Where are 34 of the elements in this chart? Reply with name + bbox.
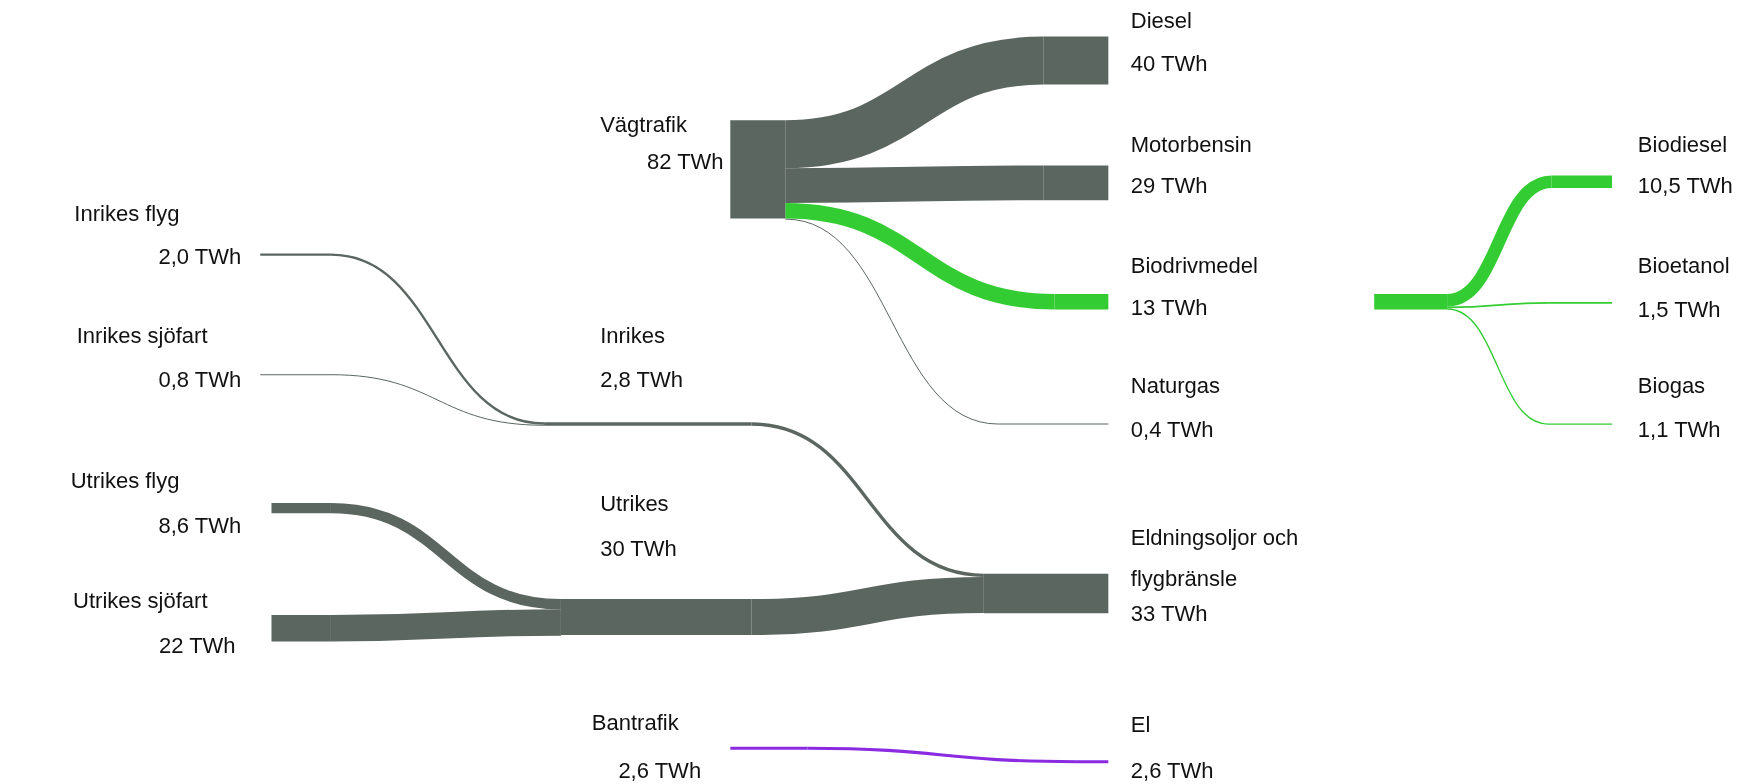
category-label: Bantrafik: [591, 709, 680, 735]
data-label: 2,8 TWh: [600, 367, 683, 393]
data-label: 13 TWh: [1130, 294, 1208, 320]
data-label: 0,8 TWh: [158, 367, 242, 393]
category-label: Biodiesel: [1637, 131, 1728, 157]
data-label: 8,6 TWh: [158, 513, 242, 539]
data-label: 1,1 TWh: [1637, 416, 1721, 442]
category-label: Diesel: [1130, 8, 1192, 34]
category-label: Utrikes flyg: [70, 468, 180, 494]
data-label: 10,5 TWh: [1637, 173, 1733, 199]
data-label: 2,6 TWh: [618, 757, 702, 783]
data-label: 40 TWh: [1130, 51, 1208, 77]
data-label: 0,4 TWh: [1130, 416, 1214, 442]
category-label: Inrikes: [600, 322, 665, 348]
category-label: Motorbensin: [1130, 131, 1252, 157]
category-label: Biogas: [1637, 373, 1706, 399]
category-label: Naturgas: [1130, 373, 1221, 399]
data-label: 22 TWh: [158, 633, 236, 659]
category-label: El: [1130, 711, 1151, 737]
data-label: 2,6 TWh: [1130, 757, 1214, 783]
data-label: 30 TWh: [600, 535, 677, 561]
data-label: 29 TWh: [1130, 173, 1208, 199]
category-label: Vägtrafik: [600, 111, 688, 137]
data-label: 1,5 TWh: [1637, 296, 1721, 322]
category-label: Utrikes sjöfart: [73, 588, 208, 614]
category-label: Bioetanol: [1637, 253, 1730, 279]
category-label: Eldningsoljor och flygbränsle: [1130, 524, 1299, 592]
data-label: 33 TWh: [1130, 600, 1208, 626]
category-label: Inrikes sjöfart: [76, 322, 208, 348]
category-label: Utrikes: [600, 490, 669, 516]
category-label: Biodrivmedel: [1130, 253, 1258, 279]
category-label: Inrikes flyg: [74, 201, 180, 227]
data-label: 2,0 TWh: [158, 244, 242, 270]
data-label: 82 TWh: [646, 148, 724, 174]
